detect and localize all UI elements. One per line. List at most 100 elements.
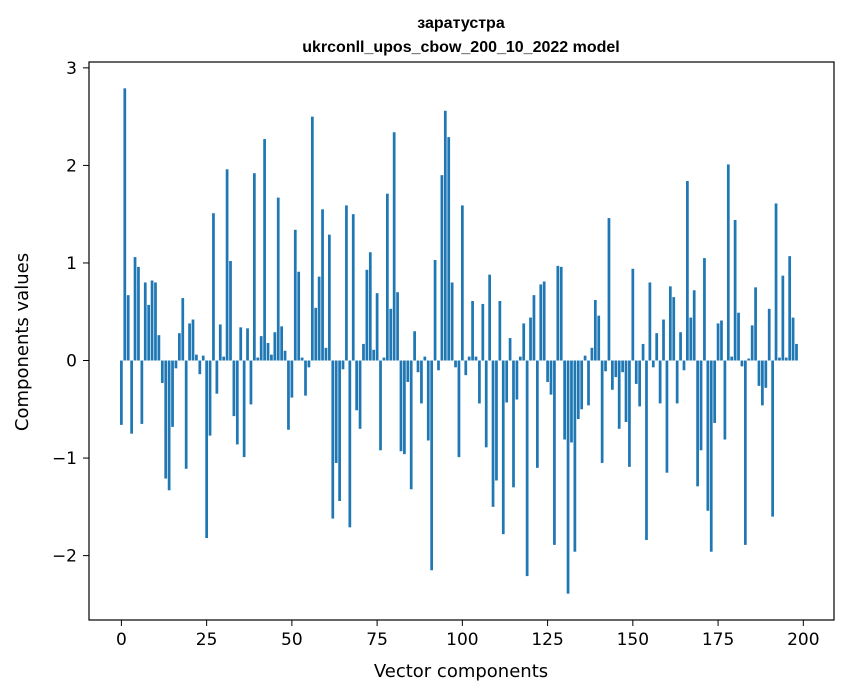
bar: [454, 360, 457, 368]
bar: [249, 360, 253, 405]
x-tick-label: 75: [366, 630, 388, 650]
bar: [638, 360, 642, 407]
y-tick-label: −1: [52, 449, 77, 469]
bar: [270, 354, 273, 361]
bar: [692, 290, 696, 361]
bar: [358, 360, 362, 429]
bar: [345, 205, 348, 361]
bar: [542, 281, 546, 361]
bar: [348, 360, 352, 528]
bar: [689, 317, 693, 361]
bar: [614, 360, 618, 378]
plot-frame: [88, 61, 835, 621]
bar: [191, 319, 195, 361]
bar: [403, 360, 406, 455]
bar: [617, 360, 621, 429]
bar: [686, 181, 689, 361]
bar: [484, 360, 488, 448]
x-axis-label: Vector components: [374, 661, 548, 682]
bar: [580, 360, 584, 410]
bar: [232, 360, 236, 417]
bar: [276, 197, 280, 361]
bar: [726, 164, 730, 361]
bar: [566, 360, 570, 594]
bar: [767, 308, 771, 361]
bar: [563, 360, 567, 440]
bar: [788, 256, 792, 361]
y-axis-ticks: −2 −1 0 1 2 3: [52, 59, 89, 567]
bar: [123, 88, 127, 361]
bar: [597, 315, 601, 361]
bar: [259, 336, 263, 361]
bar: [682, 360, 686, 371]
bar: [658, 360, 662, 404]
bar: [481, 303, 485, 361]
bar: [389, 308, 393, 361]
bar: [195, 354, 198, 361]
x-tick-label: 50: [281, 630, 303, 650]
y-tick-label: 2: [66, 156, 77, 176]
bar: [171, 360, 174, 427]
bar: [696, 360, 699, 487]
bar: [747, 358, 751, 361]
bar: [457, 360, 461, 458]
x-tick-label: 125: [531, 630, 563, 650]
bar: [590, 347, 594, 361]
bar: [498, 301, 502, 361]
bar: [713, 360, 717, 423]
y-tick-label: 1: [66, 254, 77, 274]
bar: [164, 360, 168, 479]
bar: [218, 324, 222, 361]
y-tick-label: 3: [66, 59, 77, 79]
bar: [471, 301, 474, 361]
bar: [791, 317, 795, 361]
bar: [365, 269, 369, 361]
bar: [290, 360, 294, 398]
bar: [505, 360, 509, 403]
y-tick-label: 0: [66, 352, 77, 372]
bar: [362, 343, 365, 361]
bar: [723, 360, 727, 440]
bar: [532, 295, 536, 361]
bar: [205, 360, 208, 539]
bar: [495, 360, 498, 481]
bar: [474, 356, 478, 361]
bar: [604, 360, 607, 372]
bar: [314, 307, 318, 361]
bar: [549, 360, 553, 395]
bar: [351, 214, 355, 361]
bar: [460, 205, 464, 361]
bar: [263, 139, 266, 361]
bar: [553, 360, 556, 545]
bar: [355, 360, 359, 411]
bar: [304, 360, 307, 396]
bar: [488, 274, 491, 361]
bar: [423, 356, 427, 361]
bar: [382, 357, 386, 361]
bar: [420, 360, 423, 404]
y-tick-label: −2: [52, 547, 77, 567]
bar: [280, 326, 284, 361]
bar: [576, 360, 580, 420]
bar: [539, 284, 543, 361]
bar: [160, 360, 164, 383]
bar: [157, 335, 161, 361]
bar: [225, 169, 229, 361]
bar: [447, 137, 451, 361]
bar: [433, 260, 437, 361]
bar: [655, 333, 659, 361]
bar: [450, 282, 454, 361]
bar: [181, 298, 185, 361]
bar: [150, 280, 154, 361]
bar: [781, 275, 785, 361]
bar: [628, 360, 631, 467]
bar: [611, 360, 614, 390]
x-tick-label: 150: [617, 630, 649, 650]
bar: [120, 360, 123, 425]
bar: [266, 342, 270, 361]
bar: [229, 261, 232, 361]
bar: [464, 360, 468, 376]
bar: [154, 282, 157, 361]
bar: [416, 360, 420, 373]
bar: [307, 360, 311, 368]
